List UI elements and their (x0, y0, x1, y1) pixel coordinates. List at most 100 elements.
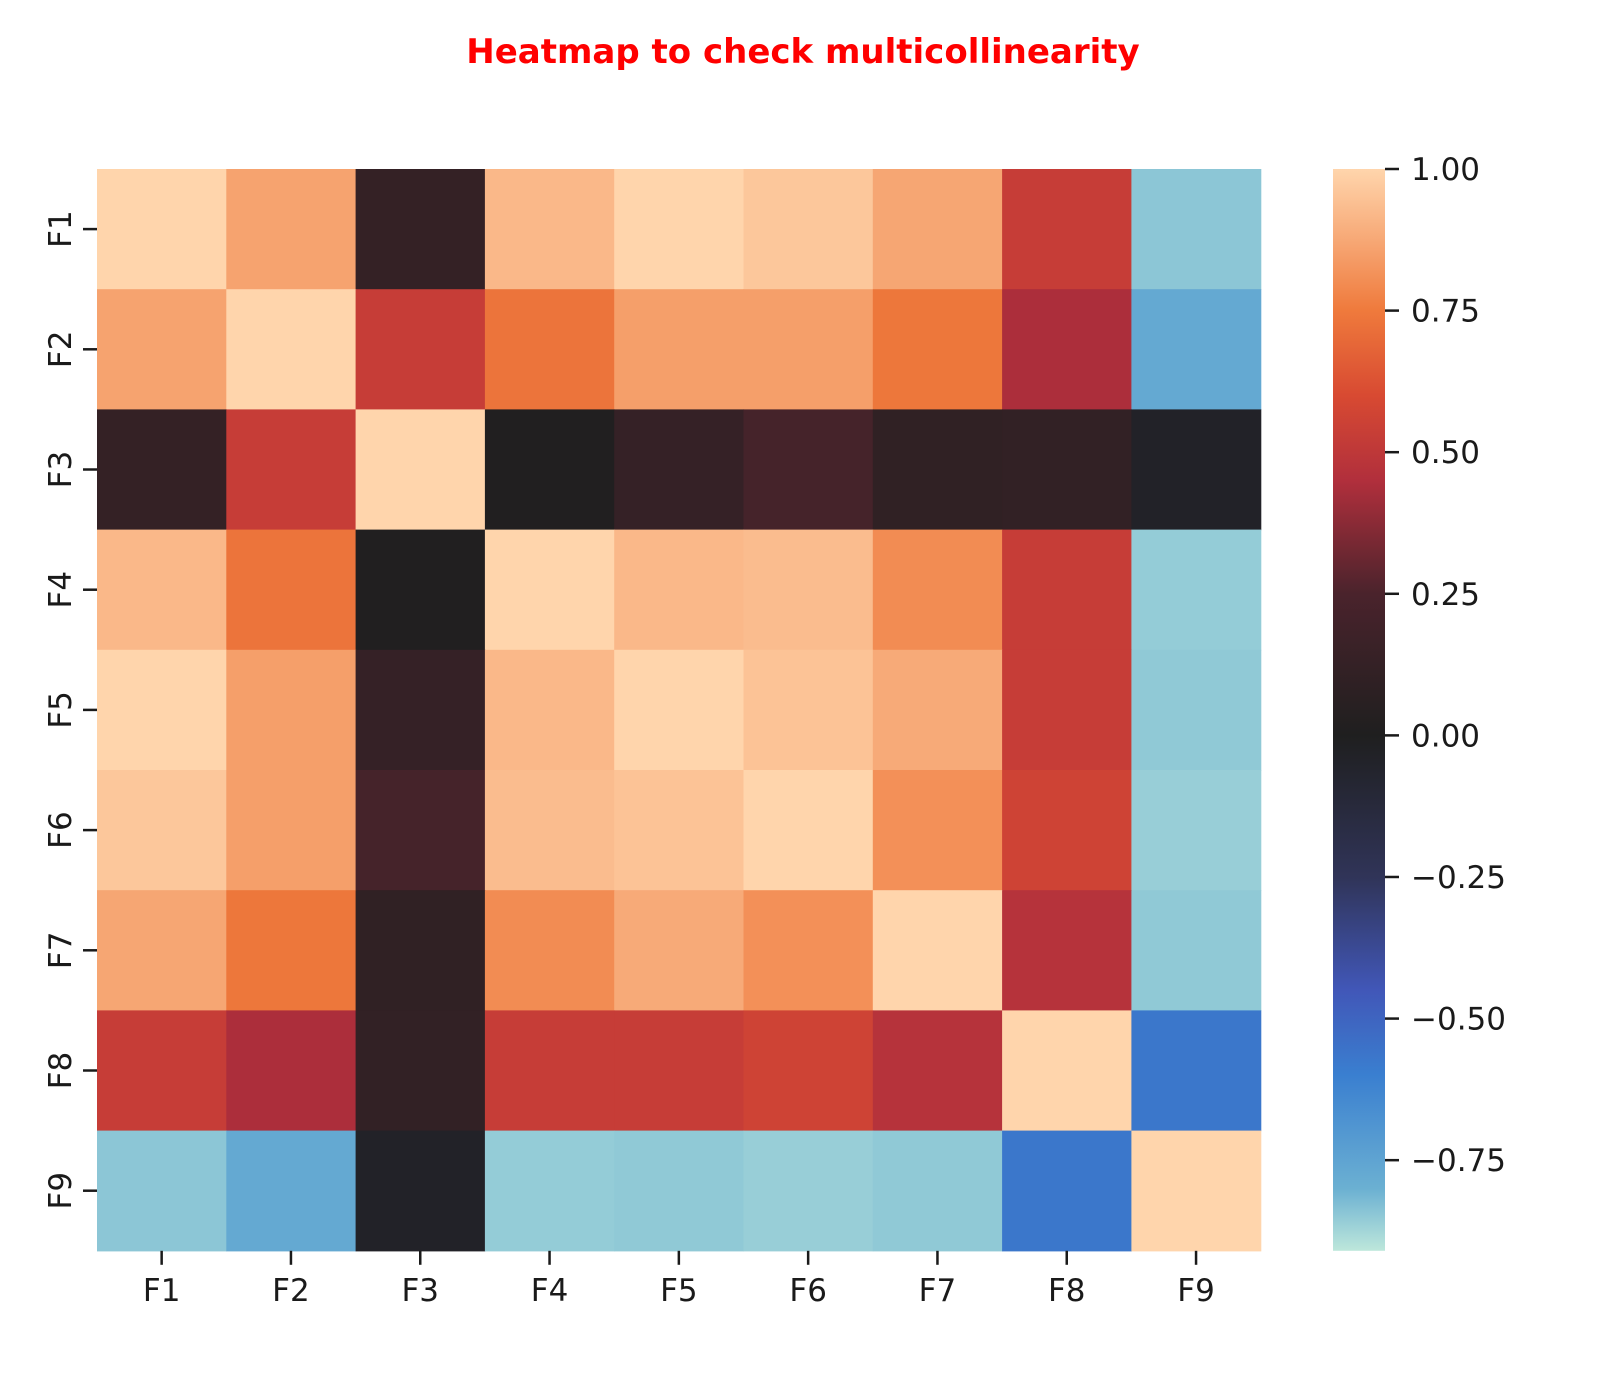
heatmap-cell-F5-F9 (1131, 649, 1262, 771)
heatmap-cell-F1-F4 (484, 169, 615, 290)
colorbar-tick-label: −0.75 (1411, 1143, 1506, 1179)
heatmap-cell-F9-F6 (743, 1130, 874, 1252)
heatmap-cell-F1-F6 (743, 169, 874, 290)
heatmap-cell-F5-F6 (743, 649, 874, 771)
y-tick-label: F4 (43, 571, 79, 609)
heatmap-cell-F4-F4 (484, 529, 615, 651)
heatmap-cell-F2-F5 (614, 289, 745, 410)
x-tick-label: F8 (1048, 1273, 1086, 1309)
heatmap-cell-F4-F3 (355, 529, 486, 651)
colorbar-tick-label: 0.50 (1411, 435, 1480, 471)
heatmap-cell-F6-F2 (226, 770, 357, 891)
heatmap-cell-F9-F5 (614, 1130, 745, 1252)
heatmap-cell-F2-F6 (743, 289, 874, 410)
heatmap-cell-F8-F4 (484, 1010, 615, 1132)
heatmap-cell-F1-F5 (614, 169, 745, 290)
heatmap-cell-F9-F9 (1131, 1130, 1262, 1252)
heatmap-cell-F5-F2 (226, 649, 357, 771)
heatmap-cell-F6-F3 (355, 770, 486, 891)
heatmap-cell-F4-F7 (872, 529, 1003, 651)
y-tick-label: F7 (43, 932, 79, 970)
heatmap-cell-F6-F1 (97, 770, 227, 891)
colorbar-tick-label: 0.25 (1411, 577, 1480, 613)
colorbar-tick-label: 0.00 (1411, 718, 1480, 754)
heatmap-cell-F8-F3 (355, 1010, 486, 1132)
colorbar-ticks: 1.00 0.75 0.50 0.25 0.00 −0.25 −0.50 −0.75 (1385, 152, 1506, 1179)
y-tick-label: F5 (43, 691, 79, 729)
y-axis: F1 F2 F3 F4 F5 F6 F7 F8 F9 (43, 210, 97, 1209)
heatmap-cell-F8-F8 (1002, 1010, 1132, 1132)
heatmap-cell-F4-F9 (1131, 529, 1262, 651)
x-tick-label: F1 (143, 1273, 181, 1309)
y-tick-label: F3 (43, 451, 79, 489)
heatmap-cell-F4-F2 (226, 529, 357, 651)
heatmap-cell-F1-F2 (226, 169, 357, 290)
heatmap-cell-F8-F6 (743, 1010, 874, 1132)
heatmap-cell-F5-F5 (614, 649, 745, 771)
x-axis: F1 F2 F3 F4 F5 F6 F7 F8 F9 (143, 1250, 1215, 1309)
heatmap-cell-F5-F8 (1002, 649, 1132, 771)
heatmap-cell-F2-F3 (355, 289, 486, 410)
heatmap-cell-F7-F3 (355, 890, 486, 1011)
chart-title: Heatmap to check multicollinearity (466, 32, 1139, 72)
colorbar-tick-label: 0.75 (1411, 294, 1480, 330)
heatmap-cell-F9-F8 (1002, 1130, 1132, 1252)
y-tick-label: F8 (43, 1052, 79, 1090)
x-tick-label: F3 (401, 1273, 439, 1309)
heatmap-cell-F2-F8 (1002, 289, 1132, 410)
heatmap-cell-F4-F5 (614, 529, 745, 651)
heatmap-cell-F7-F4 (484, 890, 615, 1011)
colorbar-tick-label: −0.25 (1411, 860, 1506, 896)
heatmap-cell-F8-F5 (614, 1010, 745, 1132)
heatmap-cell-F9-F3 (355, 1130, 486, 1252)
heatmap-cell-F3-F4 (484, 409, 615, 531)
heatmap-cell-F9-F2 (226, 1130, 357, 1252)
colorbar-gradient (1333, 169, 1385, 1251)
x-tick-label: F2 (272, 1273, 310, 1309)
heatmap-cell-F2-F1 (97, 289, 227, 410)
heatmap-cell-F5-F7 (872, 649, 1003, 771)
heatmap-cell-F6-F4 (484, 770, 615, 891)
heatmap-cell-F1-F3 (355, 169, 486, 290)
heatmap-cell-F2-F4 (484, 289, 615, 410)
heatmap-cell-F3-F3 (355, 409, 486, 531)
heatmap-cell-F7-F6 (743, 890, 874, 1011)
heatmap-cell-F5-F1 (97, 649, 227, 771)
heatmap-cell-F6-F5 (614, 770, 745, 891)
heatmap-cell-F1-F1 (97, 169, 227, 290)
heatmap-cell-F8-F9 (1131, 1010, 1262, 1132)
heatmap-cell-F5-F4 (484, 649, 615, 771)
heatmap-cell-F6-F6 (743, 770, 874, 891)
heatmap-cell-F9-F7 (872, 1130, 1003, 1252)
y-tick-label: F1 (43, 210, 79, 248)
heatmap-cell-F2-F9 (1131, 289, 1262, 410)
heatmap-cell-F3-F5 (614, 409, 745, 531)
heatmap-cell-F7-F9 (1131, 890, 1262, 1011)
x-tick-label: F5 (660, 1273, 698, 1309)
heatmap-cell-F6-F7 (872, 770, 1003, 891)
heatmap-cell-F6-F9 (1131, 770, 1262, 891)
x-tick-label: F6 (789, 1273, 827, 1309)
colorbar-tick-label: 1.00 (1411, 152, 1480, 188)
heatmap-cell-F7-F5 (614, 890, 745, 1011)
x-tick-label: F4 (531, 1273, 569, 1309)
heatmap-cell-F7-F7 (872, 890, 1003, 1011)
heatmap-cell-F2-F7 (872, 289, 1003, 410)
heatmap-cell-F3-F6 (743, 409, 874, 531)
heatmap-cell-F2-F2 (226, 289, 357, 410)
heatmap-cell-F8-F2 (226, 1010, 357, 1132)
heatmap-cell-F7-F2 (226, 890, 357, 1011)
heatmap-cell-F8-F7 (872, 1010, 1003, 1132)
heatmap-cell-F9-F1 (97, 1130, 227, 1252)
heatmap-cell-F7-F8 (1002, 890, 1132, 1011)
heatmap-cell-F3-F7 (872, 409, 1003, 531)
heatmap-cell-F5-F3 (355, 649, 486, 771)
y-tick-label: F9 (43, 1172, 79, 1210)
x-tick-label: F7 (919, 1273, 957, 1309)
heatmap-cell-F9-F4 (484, 1130, 615, 1252)
heatmap-cell-F1-F9 (1131, 169, 1262, 290)
colorbar: 1.00 0.75 0.50 0.25 0.00 −0.25 −0.50 −0.75 (1333, 152, 1506, 1251)
heatmap-cell-F7-F1 (97, 890, 227, 1011)
heatmap-cell-F4-F6 (743, 529, 874, 651)
